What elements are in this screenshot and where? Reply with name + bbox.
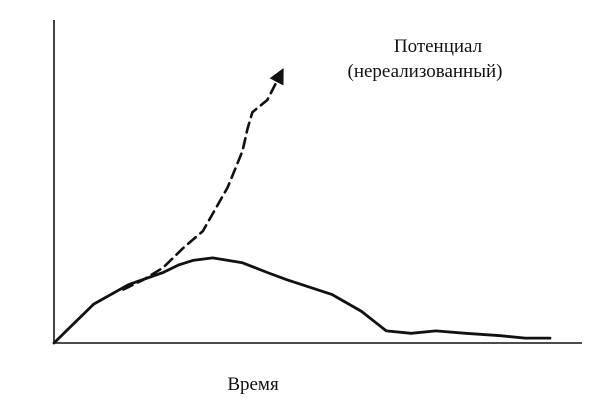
annotation-line-1: Потенциал [394,36,483,57]
x-axis-label: Время [227,374,279,395]
series-line-actual [52,256,552,345]
series-line-potential [122,68,284,291]
annotation-line-2: (нереализованный) [348,61,503,82]
series-layer [52,68,552,345]
